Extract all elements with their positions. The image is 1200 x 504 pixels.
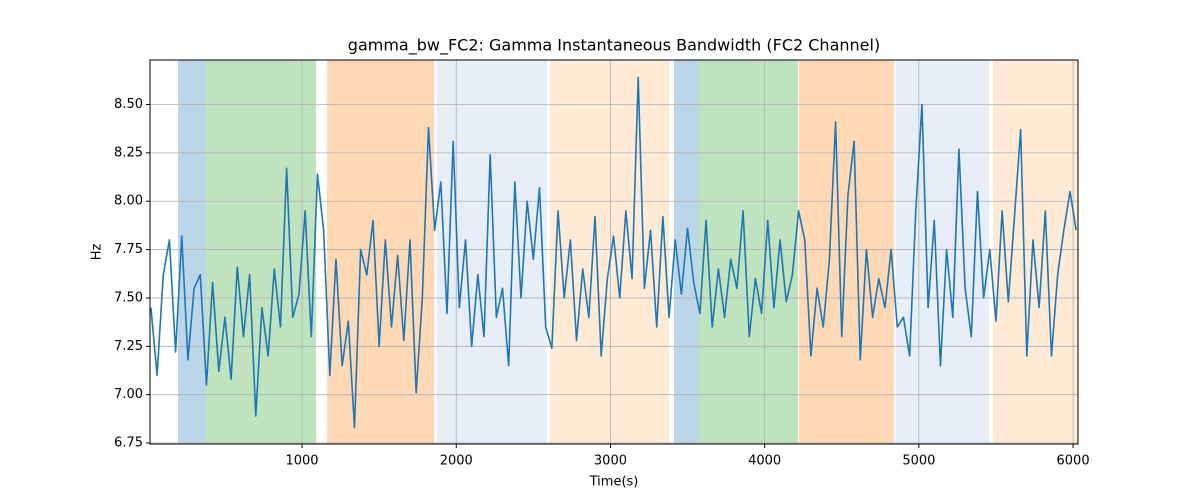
y-tick-label: 7.75 <box>114 242 143 257</box>
x-tick-label: 1000 <box>285 454 318 469</box>
shaded-span <box>436 60 548 444</box>
data-line <box>150 76 1077 429</box>
shaded-span <box>799 60 895 444</box>
y-axis-label: Hz <box>90 244 105 261</box>
x-tick-label: 5000 <box>902 454 935 469</box>
x-tick-label: 4000 <box>748 454 781 469</box>
y-tick-label: 8.50 <box>114 97 143 112</box>
x-axis-label: Time(s) <box>589 475 639 490</box>
shaded-span <box>205 60 317 444</box>
shaded-span <box>673 60 699 444</box>
x-tick-label: 3000 <box>594 454 627 469</box>
y-tick-label: 7.00 <box>114 387 143 402</box>
y-tick-label: 8.25 <box>114 145 143 160</box>
shaded-span <box>896 60 990 444</box>
x-tick-label: 2000 <box>440 454 473 469</box>
shaded-span <box>698 60 798 444</box>
x-tick-label: 6000 <box>1057 454 1090 469</box>
shaded-span <box>327 60 435 444</box>
plot-frame <box>149 59 1079 445</box>
y-tick-label: 8.00 <box>114 194 143 209</box>
chart-title: gamma_bw_FC2: Gamma Instantaneous Bandwi… <box>348 36 880 56</box>
y-tick-label: 6.75 <box>114 436 143 451</box>
y-tick-label: 7.50 <box>114 290 143 305</box>
y-tick-label: 7.25 <box>114 339 143 354</box>
shaded-span <box>993 60 1078 444</box>
